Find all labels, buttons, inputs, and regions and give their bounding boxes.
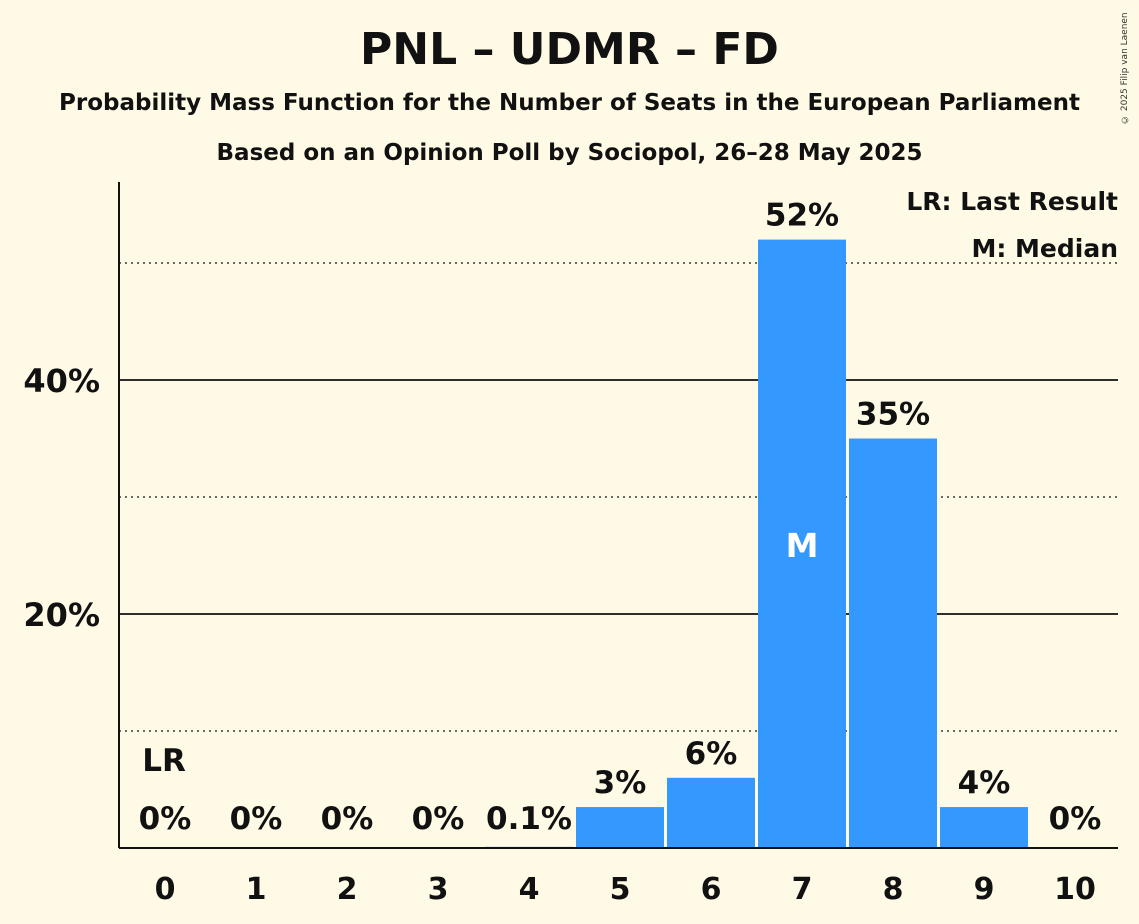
chart-subtitle: Probability Mass Function for the Number… <box>59 90 1080 116</box>
value-label: 0% <box>412 801 465 837</box>
legend-entry: M: Median <box>971 234 1118 263</box>
bar-7 <box>758 239 846 849</box>
x-tick-label: 0 <box>155 872 176 907</box>
x-tick-label: 5 <box>610 872 631 907</box>
labels: 20% 40% 0 1 2 3 4 5 6 7 8 9 10 0% 0% 0% 0% 0.1% 3% 6% 52% 35%… <box>23 198 1101 907</box>
axes <box>118 182 1118 849</box>
x-tick-label: 8 <box>883 872 904 907</box>
bar-8 <box>849 438 937 848</box>
legend-entry: LR: Last Result <box>906 187 1118 216</box>
chart-title: PNL – UDMR – FD <box>360 24 779 75</box>
x-tick-label: 2 <box>337 872 358 907</box>
value-label: 0% <box>321 801 374 837</box>
value-label: 0% <box>1049 801 1102 837</box>
x-tick-label: 3 <box>428 872 449 907</box>
y-tick-label: 40% <box>23 362 100 400</box>
bar-9 <box>940 807 1028 848</box>
value-label: 0% <box>139 801 192 837</box>
x-tick-label: 6 <box>701 872 722 907</box>
value-label: 35% <box>856 397 930 433</box>
y-tick-label: 20% <box>23 596 100 634</box>
bar-6 <box>667 777 755 848</box>
x-tick-label: 9 <box>974 872 995 907</box>
last-result-marker: LR <box>142 743 186 779</box>
value-label: 6% <box>685 736 738 772</box>
value-label: 4% <box>958 765 1011 801</box>
value-label: 3% <box>594 765 647 801</box>
x-tick-label: 7 <box>792 872 813 907</box>
chart-source: Based on an Opinion Poll by Sociopol, 26… <box>216 140 923 166</box>
x-tick-label: 10 <box>1054 872 1096 907</box>
gridlines <box>119 262 1118 732</box>
median-marker: M <box>786 526 819 565</box>
value-label: 0.1% <box>486 801 572 837</box>
value-label: 52% <box>765 198 839 234</box>
legend: LR: Last Result M: Median <box>906 187 1118 263</box>
bars <box>485 239 1028 849</box>
value-label: 0% <box>230 801 283 837</box>
x-tick-label: 4 <box>519 872 540 907</box>
bar-5 <box>576 807 664 848</box>
x-tick-label: 1 <box>246 872 267 907</box>
